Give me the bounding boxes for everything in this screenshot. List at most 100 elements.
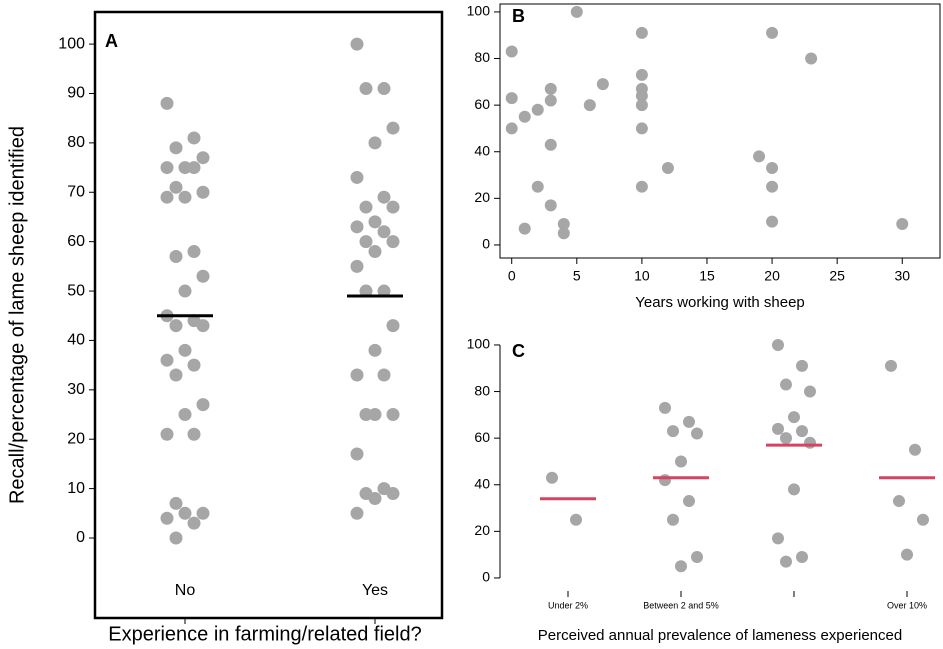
data-point: [386, 200, 400, 214]
data-point: [557, 227, 570, 240]
y-tick-label: 80: [474, 49, 490, 65]
data-point: [350, 506, 364, 520]
data-point: [772, 422, 784, 435]
data-point: [196, 319, 210, 333]
panel-label: A: [105, 31, 118, 51]
data-point: [544, 94, 557, 107]
data-point: [780, 555, 792, 568]
data-point: [753, 150, 766, 163]
data-point: [368, 343, 382, 357]
data-point: [683, 495, 695, 508]
data-point: [635, 180, 648, 193]
data-point: [359, 200, 373, 214]
data-point: [796, 550, 808, 563]
data-point: [350, 170, 364, 184]
data-point: [178, 343, 192, 357]
y-tick-label: 60: [67, 233, 85, 250]
data-point: [187, 131, 201, 145]
y-axis-label: Recall/percentage of lame sheep identifi…: [6, 126, 28, 504]
data-point: [196, 506, 210, 520]
data-point: [635, 68, 648, 81]
y-tick-label: 80: [67, 134, 85, 151]
data-point: [570, 513, 582, 526]
data-point: [544, 199, 557, 212]
x-tick-label: 30: [894, 268, 910, 284]
data-point: [909, 443, 921, 456]
data-point: [160, 511, 174, 525]
data-point: [805, 52, 818, 65]
data-point: [667, 425, 679, 438]
x-tick-label: 5: [573, 268, 581, 284]
data-point: [169, 496, 183, 510]
data-point: [901, 548, 913, 561]
data-point: [350, 447, 364, 461]
data-point: [596, 78, 609, 91]
y-tick-label: 0: [482, 569, 490, 585]
y-tick-label: 100: [467, 3, 491, 19]
x-axis-label: Experience in farming/related field?: [108, 623, 422, 645]
x-tick-label: 25: [829, 268, 845, 284]
data-point: [531, 180, 544, 193]
data-point: [178, 408, 192, 422]
y-tick-label: 100: [467, 336, 491, 352]
plot-frame: [93, 10, 444, 620]
data-point: [518, 222, 531, 235]
data-point: [359, 284, 373, 298]
data-point: [635, 89, 648, 102]
plot-frame: [499, 3, 941, 259]
data-point: [796, 425, 808, 438]
data-point: [178, 161, 192, 175]
data-point: [659, 474, 671, 487]
y-tick-label: 40: [474, 475, 490, 491]
data-point: [766, 26, 779, 39]
y-tick-label: 60: [474, 96, 490, 112]
data-point: [635, 122, 648, 135]
data-point: [531, 103, 544, 116]
data-point: [169, 368, 183, 382]
y-tick-label: 20: [67, 430, 85, 447]
y-tick-label: 10: [67, 480, 85, 497]
data-point: [788, 483, 800, 496]
data-point: [377, 225, 391, 239]
x-axis-label: Years working with sheep: [635, 294, 805, 311]
data-point: [766, 180, 779, 193]
data-point: [691, 550, 703, 563]
data-point: [780, 432, 792, 445]
data-point: [169, 531, 183, 545]
data-point: [196, 151, 210, 165]
data-point: [169, 180, 183, 194]
data-point: [570, 5, 583, 18]
y-tick-label: 0: [482, 236, 490, 252]
data-point: [160, 161, 174, 175]
data-point: [178, 190, 192, 204]
x-tick-label: Between 2 and 5%: [643, 600, 719, 610]
data-point: [635, 99, 648, 112]
x-tick-label: Under 2%: [548, 600, 588, 610]
y-tick-label: 20: [474, 522, 490, 538]
data-point: [350, 220, 364, 234]
data-point: [359, 82, 373, 96]
data-point: [196, 185, 210, 199]
y-tick-label: 40: [474, 142, 490, 158]
data-point: [169, 141, 183, 155]
x-tick-label: 15: [699, 268, 715, 284]
y-tick-label: 20: [474, 189, 490, 205]
data-point: [896, 217, 909, 230]
y-tick-label: 70: [67, 183, 85, 200]
data-point: [350, 37, 364, 51]
data-point: [350, 368, 364, 382]
y-tick-label: 0: [76, 529, 85, 546]
data-point: [377, 190, 391, 204]
data-point: [377, 368, 391, 382]
data-point: [169, 249, 183, 263]
data-point: [350, 259, 364, 273]
data-point: [667, 513, 679, 526]
data-point: [386, 408, 400, 422]
y-tick-label: 60: [474, 429, 490, 445]
data-point: [377, 284, 391, 298]
x-tick-label: 10: [634, 268, 650, 284]
panel-label: B: [512, 6, 525, 26]
data-point: [178, 284, 192, 298]
data-point: [505, 122, 518, 135]
